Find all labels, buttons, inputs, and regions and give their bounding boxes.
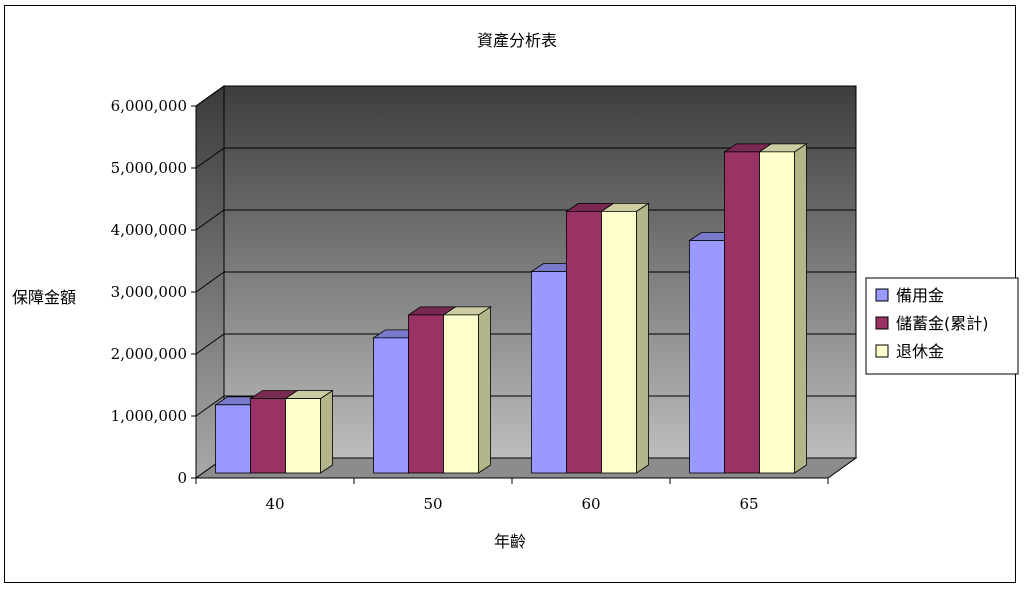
bar-side: [320, 389, 333, 474]
bar-side: [478, 306, 491, 474]
bar: [250, 398, 286, 474]
bars: [214, 143, 808, 474]
legend-swatch: [875, 316, 889, 330]
x-tick-label: 60: [581, 495, 600, 513]
x-tick-label: 65: [739, 495, 758, 513]
legend-box: [865, 277, 1019, 375]
bar: [408, 314, 444, 474]
y-tick-label: 3,000,000: [111, 283, 187, 301]
bar: [601, 210, 637, 474]
bar: [759, 151, 795, 474]
y-tick-label: 6,000,000: [111, 97, 187, 115]
bar: [373, 337, 409, 474]
bar: [531, 271, 567, 474]
bar: [285, 398, 321, 474]
gridline-side: [195, 271, 225, 293]
x-tick-label: 50: [423, 495, 442, 513]
x-axis-ticks: 40 50 60 65: [195, 478, 829, 513]
y-axis-ticks: 0 1,000,000 2,000,000 3,000,000 4,000,000 5,0…: [111, 97, 196, 487]
bar-side: [636, 202, 649, 474]
y-tick-label: 0: [177, 469, 187, 487]
gridline-side: [195, 147, 225, 169]
legend-label: 退休金: [896, 342, 944, 361]
gridline-side: [195, 85, 225, 107]
y-tick-label: 2,000,000: [111, 345, 187, 363]
y-tick-label: 5,000,000: [111, 159, 187, 177]
y-tick-label: 4,000,000: [111, 221, 187, 239]
legend-swatch: [875, 288, 889, 302]
gridline-side: [195, 333, 225, 355]
bar: [689, 240, 725, 474]
bar-side: [794, 143, 807, 474]
y-tick-label: 1,000,000: [111, 407, 187, 425]
x-axis-title: 年齡: [494, 532, 526, 551]
bar: [566, 210, 602, 474]
bar: [724, 151, 760, 474]
chart-title: 資產分析表: [477, 31, 557, 50]
legend-swatch: [875, 344, 889, 358]
legend-label: 備用金: [896, 286, 944, 305]
gridline-side: [195, 395, 225, 417]
bar: [443, 314, 479, 474]
x-tick-label: 40: [265, 495, 284, 513]
bar: [215, 404, 251, 474]
legend-label: 儲蓄金(累計): [896, 314, 989, 333]
gridline-side: [195, 209, 225, 231]
y-axis-title: 保障金額: [12, 288, 76, 307]
